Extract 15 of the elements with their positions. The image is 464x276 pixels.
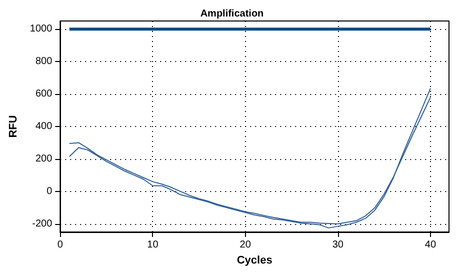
x-tick-label: 30: [332, 240, 344, 250]
y-axis-title: RFU: [8, 115, 20, 138]
x-axis-title: Cycles: [236, 254, 272, 266]
y-tick-label: 800: [35, 56, 53, 68]
x-tick-label: 20: [240, 240, 252, 250]
y-tick-label: 600: [35, 88, 53, 100]
y-tick-label: 1000: [30, 24, 53, 35]
y-tick-label: 200: [35, 153, 53, 164]
y-tick-label: 400: [35, 121, 53, 132]
y-tick-label: 0: [46, 186, 53, 197]
x-tick-label: 40: [424, 240, 436, 250]
x-tick-label: 10: [147, 240, 159, 250]
chart-title: Amplification: [200, 8, 264, 20]
y-tick-label: -200: [32, 218, 53, 230]
x-tick-label: 0: [57, 240, 64, 250]
